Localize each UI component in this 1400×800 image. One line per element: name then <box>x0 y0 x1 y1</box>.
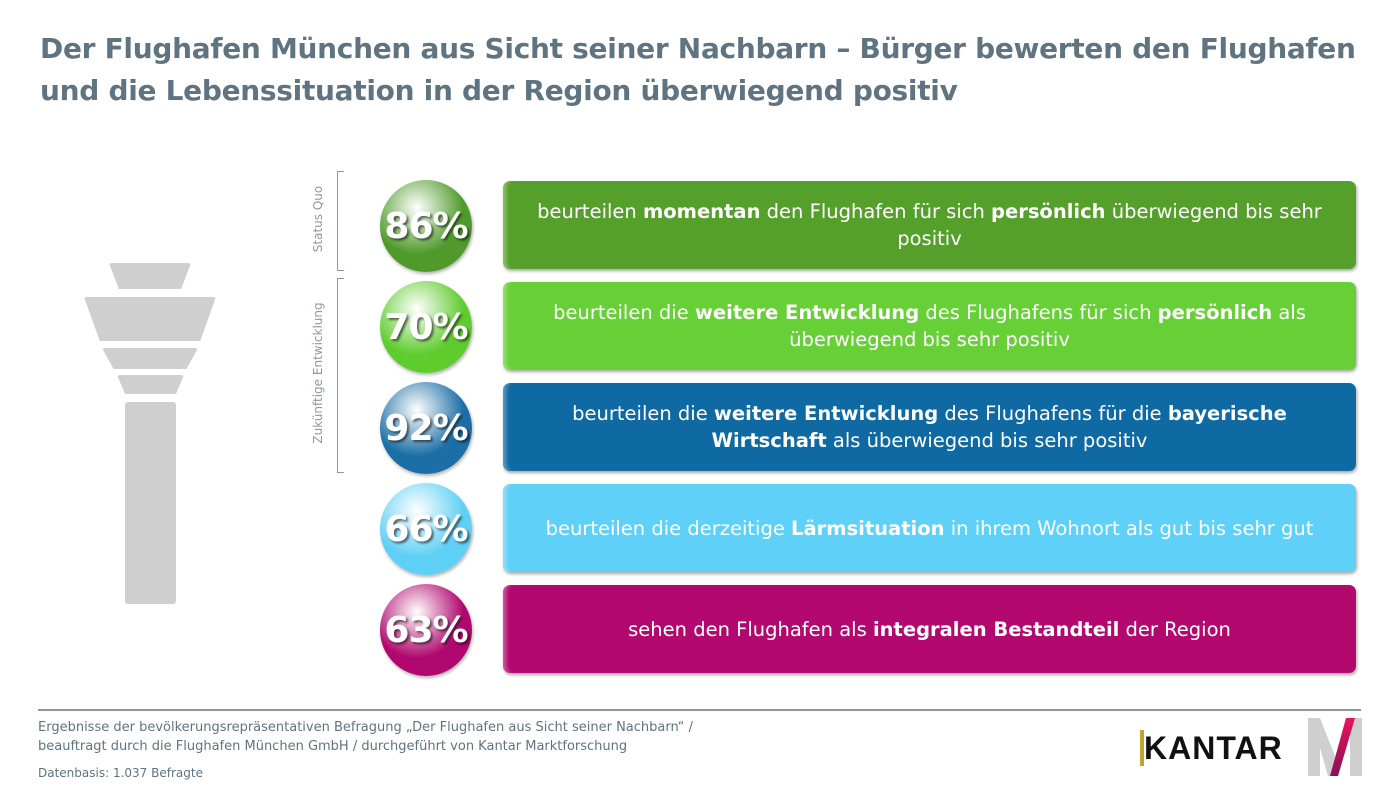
statement-emphasis: persönlich <box>991 200 1106 223</box>
statement-emphasis: bayerische Wirtschaft <box>711 402 1287 452</box>
statement-text: beurteilen momentan den Flughafen für si… <box>515 198 1344 252</box>
statement-segment: des Flughafens für sich <box>919 301 1158 324</box>
statement-segment: als überwiegend bis sehr positiv <box>826 429 1148 452</box>
percent-circle: 66% <box>380 483 472 575</box>
page-title: Der Flughafen München aus Sicht seiner N… <box>40 32 1356 107</box>
statement-text: beurteilen die derzeitige Lärmsituation … <box>546 515 1314 542</box>
statement-bar: beurteilen die derzeitige Lärmsituation … <box>503 484 1356 572</box>
statement-segment: beurteilen die derzeitige <box>545 516 792 540</box>
future-bracket <box>337 278 344 473</box>
statement-segment: als überwiegend bis sehr positiv <box>789 301 1306 351</box>
status-quo-bracket <box>337 171 344 271</box>
statement-text: sehen den Flughafen als integralen Besta… <box>628 616 1231 643</box>
statement-text: beurteilen die weitere Entwicklung des F… <box>515 299 1344 353</box>
statement-emphasis: integralen Bestandteil <box>872 617 1120 641</box>
statement-emphasis: weitere Entwicklung <box>713 402 939 425</box>
percent-circle: 86% <box>380 180 472 272</box>
statement-segment: des Flughafens für die <box>938 402 1168 425</box>
stat-row: 63% sehen den Flughafen als integralen Be… <box>378 584 1358 676</box>
statement-segment: sehen den Flughafen als <box>628 617 873 641</box>
statement-bar: beurteilen momentan den Flughafen für si… <box>503 181 1356 269</box>
kantar-logo: KANTAR <box>1140 730 1283 767</box>
percent-circle: 92% <box>380 382 472 474</box>
stat-row: 86% beurteilen momentan den Flughafen für… <box>378 180 1358 272</box>
status-quo-label: Status Quo <box>311 185 325 253</box>
statement-bar: beurteilen die weitere Entwicklung des F… <box>503 282 1356 370</box>
statement-emphasis: weitere Entwicklung <box>694 301 920 324</box>
statement-segment: in ihrem Wohnort als gut bis sehr gut <box>944 516 1314 540</box>
percent-circle: 70% <box>380 281 472 373</box>
statement-segment: der Region <box>1119 617 1231 641</box>
stat-row: 92% beurteilen die weitere Entwicklung de… <box>378 382 1358 474</box>
statement-bar: sehen den Flughafen als integralen Besta… <box>503 585 1356 673</box>
statement-emphasis: Lärmsituation <box>791 516 945 540</box>
statement-segment: den Flughafen für sich <box>760 200 992 223</box>
percent-circle: 63% <box>380 584 472 676</box>
munich-airport-logo <box>1308 718 1362 776</box>
statement-segment: beurteilen <box>537 200 643 223</box>
statement-emphasis: persönlich <box>1157 301 1273 324</box>
statement-emphasis: momentan <box>642 200 761 223</box>
statement-segment: beurteilen die <box>572 402 714 425</box>
footer-line-1: Ergebnisse der bevölkerungsrepräsentativ… <box>38 720 694 735</box>
statement-bar: beurteilen die weitere Entwicklung des F… <box>503 383 1356 471</box>
statement-segment: überwiegend bis sehr positiv <box>897 200 1322 250</box>
stat-row: 66% beurteilen die derzeitige Lärmsituati… <box>378 483 1358 575</box>
footer-line-3: Datenbasis: 1.037 Befragte <box>38 766 203 780</box>
footer-line-2: beauftragt durch die Flughafen München G… <box>38 739 628 754</box>
stat-row: 70% beurteilen die weitere Entwicklung de… <box>378 281 1358 373</box>
statement-segment: beurteilen die <box>553 301 695 324</box>
future-label: Zukünftige Entwicklung <box>311 302 325 444</box>
footer-divider <box>38 709 1361 711</box>
statement-text: beurteilen die weitere Entwicklung des F… <box>515 400 1344 454</box>
